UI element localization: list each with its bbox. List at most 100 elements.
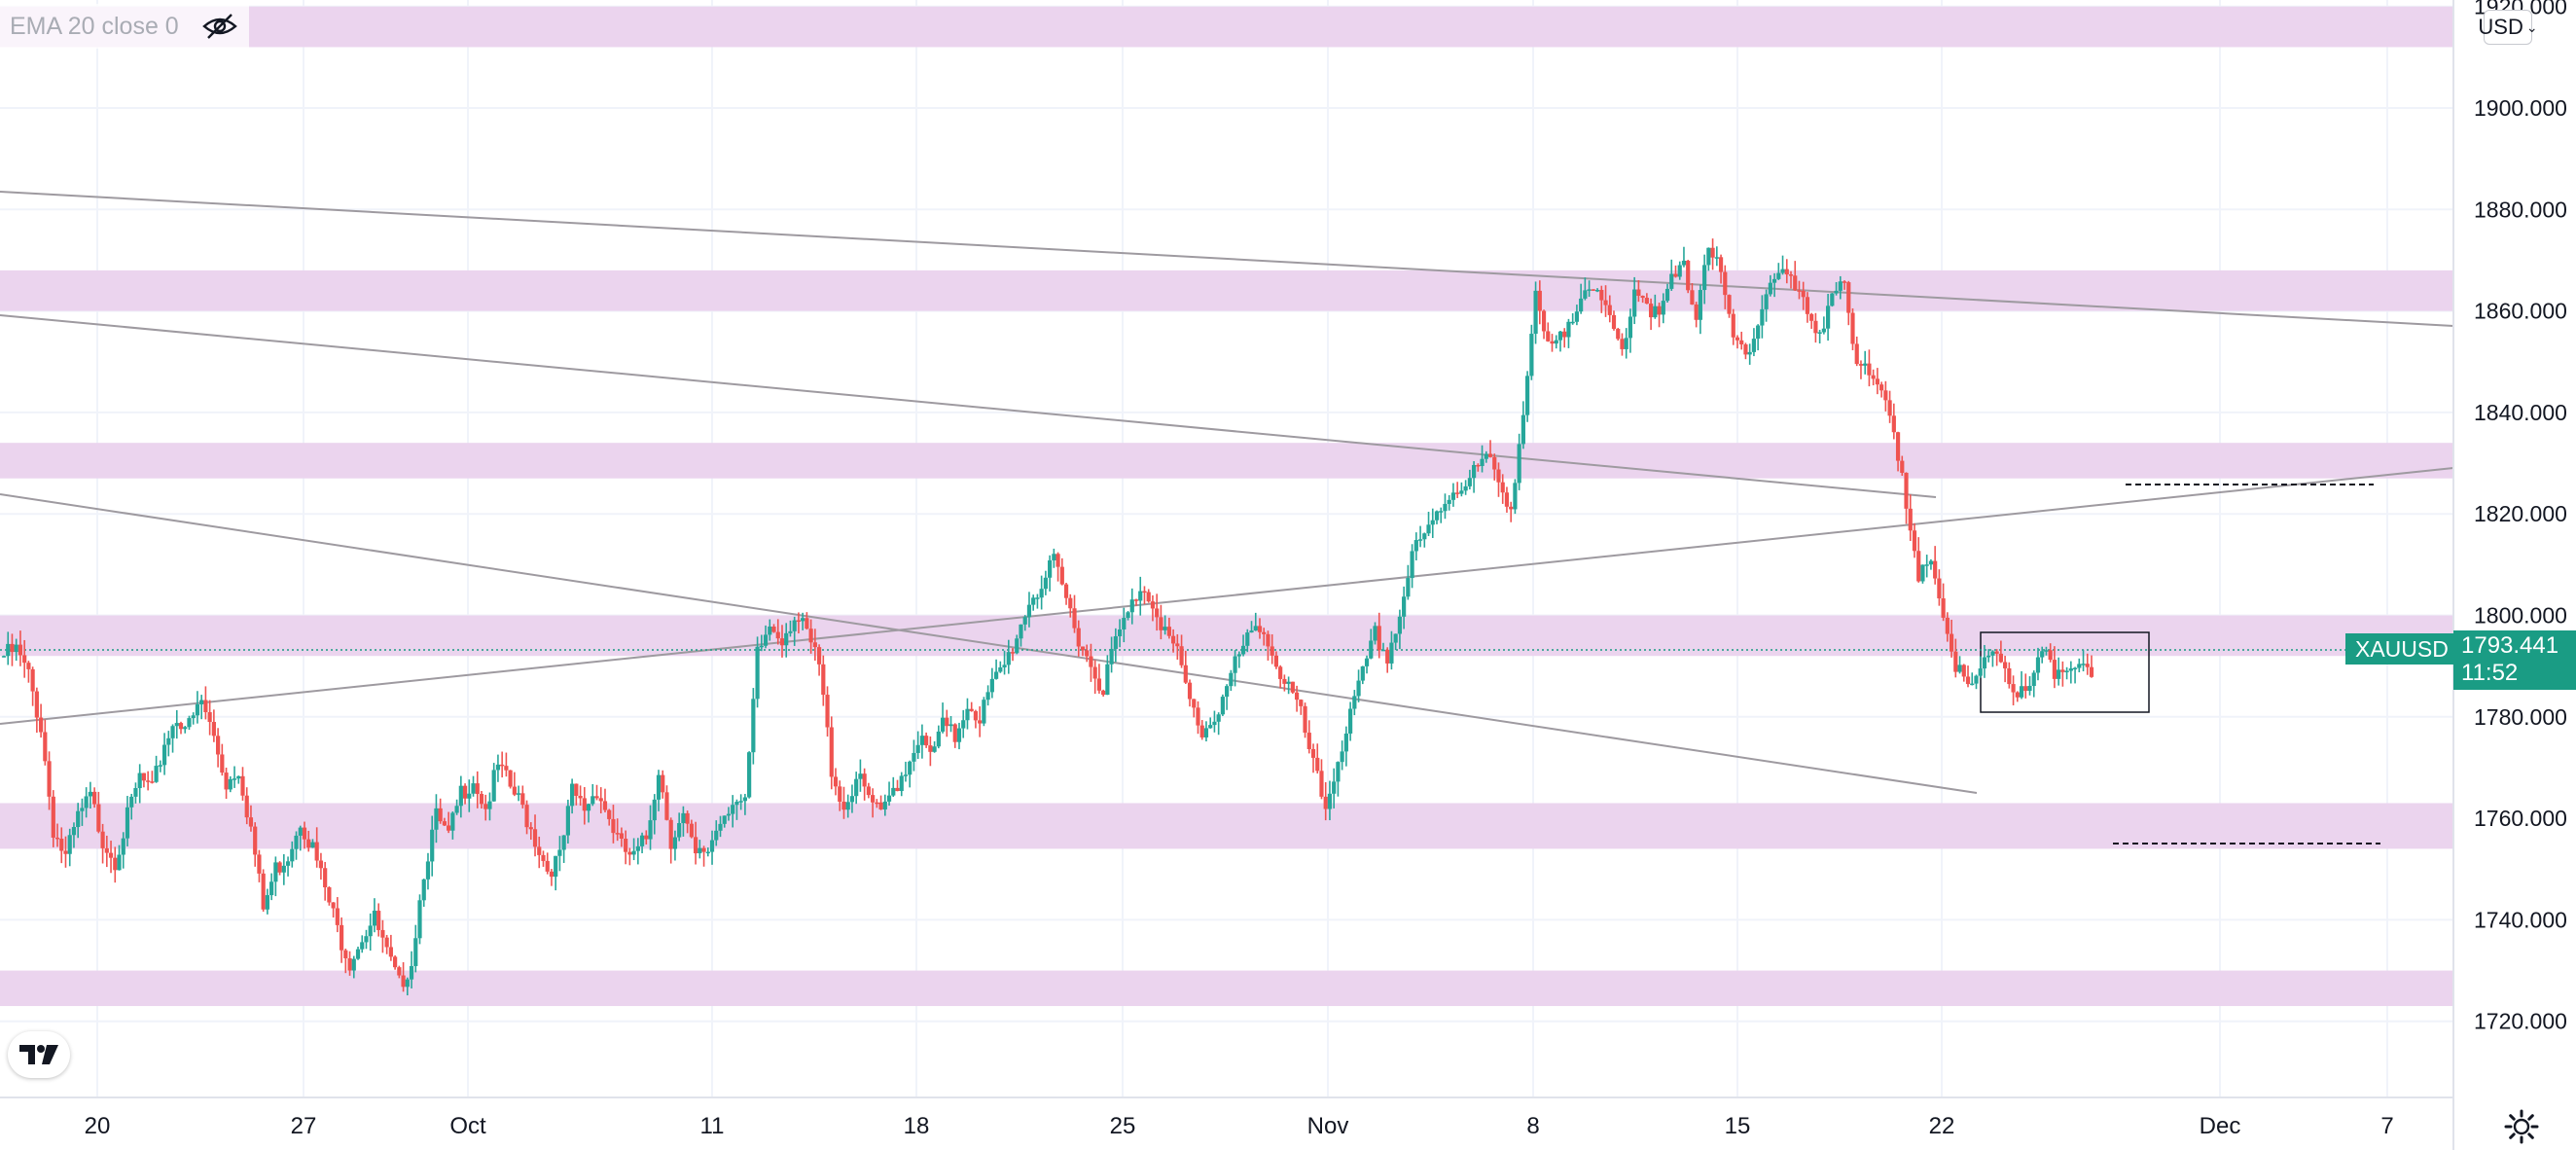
candle [1175, 633, 1180, 661]
candle [38, 703, 44, 738]
price-zone[interactable] [0, 970, 2453, 1007]
candle [393, 954, 398, 970]
upper-trend-line[interactable] [0, 191, 2454, 327]
candle [1603, 285, 1608, 317]
candle [1026, 592, 1032, 628]
candle [854, 772, 859, 805]
candle [442, 817, 447, 827]
middle-trend-line[interactable] [0, 314, 1937, 498]
candle [1698, 284, 1702, 335]
candle [1360, 665, 1365, 685]
candle [1163, 615, 1167, 635]
candle [1632, 276, 1637, 325]
candle [1941, 583, 1946, 622]
candle [1257, 618, 1263, 639]
candle [1303, 702, 1307, 738]
candle [1373, 622, 1377, 645]
candle [1937, 569, 1942, 606]
chevron-down-icon: ⌄ [2525, 18, 2538, 35]
candle [1216, 712, 1221, 736]
candle [2040, 646, 2045, 664]
candle [236, 775, 241, 784]
candle [298, 825, 303, 851]
rising-trend-line[interactable] [0, 467, 2454, 725]
candle [504, 752, 509, 777]
candle [1648, 298, 1654, 331]
currency-label: USD [2478, 15, 2523, 39]
candle [129, 793, 134, 820]
candle [224, 768, 229, 800]
candle [54, 823, 60, 847]
trend-lines [0, 191, 2454, 845]
candle [718, 815, 723, 838]
candle [1208, 717, 1213, 729]
candle [722, 815, 727, 828]
candle [751, 688, 756, 765]
candle [248, 805, 254, 832]
eye-off-icon[interactable] [200, 12, 239, 41]
candle [919, 724, 925, 759]
time-axis[interactable]: 20 27 Oct 11 18 25 Nov 8 15 22 Dec 7 [85, 1113, 2394, 1139]
candle [467, 779, 472, 812]
candle [524, 800, 529, 835]
ema-legend[interactable]: EMA 20 close 0 [0, 4, 249, 49]
candle [1529, 324, 1534, 380]
candle [1821, 316, 1826, 335]
candle [1109, 636, 1114, 673]
candle [450, 811, 455, 840]
currency-selector[interactable]: USD ⌄ [2478, 10, 2538, 45]
y-tick-label: 1720.000 [2474, 1009, 2567, 1034]
candle [92, 787, 97, 809]
candle [1496, 462, 1501, 497]
price-axis[interactable]: 1920.0001900.0001880.0001860.0001840.000… [2474, 0, 2567, 1034]
candle [158, 760, 162, 773]
candle [1443, 493, 1448, 520]
price-zone[interactable] [0, 443, 2453, 479]
candle [694, 821, 698, 865]
candle [1891, 403, 1896, 440]
candle [656, 770, 662, 811]
candle [253, 822, 258, 867]
candle [648, 805, 653, 850]
candle [1364, 655, 1370, 674]
candle [1319, 759, 1324, 800]
y-tick-label: 1740.000 [2474, 907, 2567, 932]
candle [59, 827, 64, 864]
candle [652, 794, 657, 835]
candle [6, 631, 11, 665]
candle [462, 783, 468, 805]
candle [734, 799, 739, 820]
candle [1661, 293, 1665, 324]
candle [487, 792, 492, 821]
tradingview-logo-icon[interactable] [8, 1031, 70, 1078]
candle [1055, 552, 1060, 582]
lower-trend-line[interactable] [0, 493, 1978, 794]
candle [1310, 743, 1316, 773]
candle [1299, 699, 1304, 715]
candle [430, 815, 435, 877]
candle [1059, 557, 1064, 586]
candle [1780, 255, 1785, 275]
candle [1594, 288, 1600, 293]
candle [2068, 661, 2073, 684]
candle [384, 934, 389, 954]
candle [372, 898, 377, 933]
candle [796, 612, 802, 634]
candle [121, 832, 125, 869]
candle [537, 836, 542, 869]
candle [1385, 647, 1390, 673]
price-zone[interactable] [0, 803, 2453, 849]
candle [1961, 664, 1966, 682]
candle [1282, 674, 1287, 692]
candle [1743, 342, 1748, 360]
candle [1636, 279, 1641, 303]
candle [1306, 720, 1311, 754]
candle [1, 655, 7, 658]
price-zone[interactable] [0, 6, 2453, 48]
candle [668, 817, 673, 864]
gear-icon[interactable] [2503, 1108, 2540, 1145]
candle [1035, 593, 1040, 609]
candle [952, 723, 957, 748]
candle [364, 929, 369, 950]
